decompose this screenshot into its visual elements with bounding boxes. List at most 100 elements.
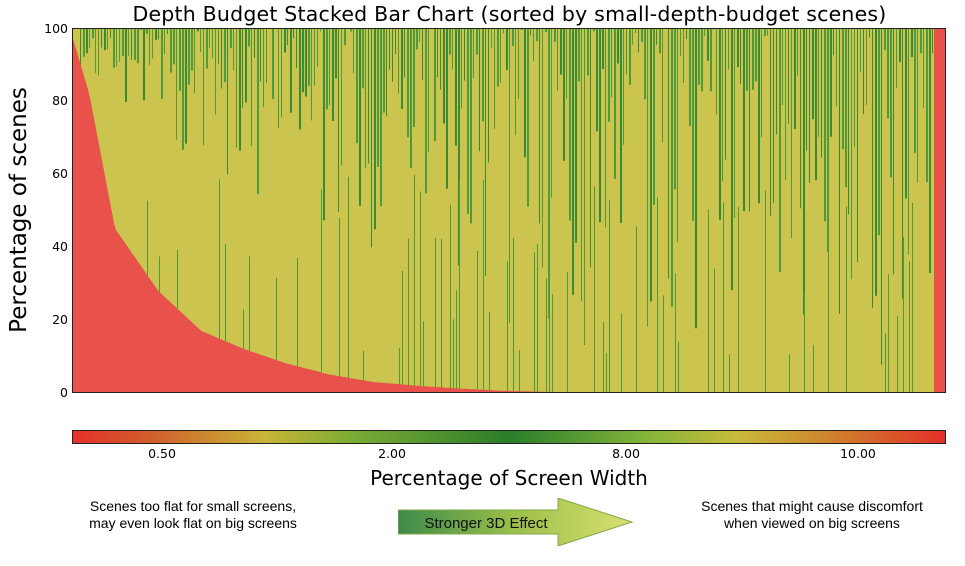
green-bar (434, 28, 436, 142)
green-bar (539, 28, 540, 224)
green-bar (902, 28, 903, 299)
green-bar (863, 28, 864, 115)
right-note-line: Scenes that might cause discomfort (701, 498, 923, 514)
green-bar (110, 28, 111, 38)
green-bar (629, 28, 631, 85)
green-bar (830, 28, 832, 137)
green-bar (674, 28, 676, 190)
green-bar (812, 28, 814, 120)
green-bar (276, 278, 277, 393)
green-bar (209, 28, 210, 49)
green-bar (572, 28, 574, 295)
green-bar (708, 209, 709, 393)
green-bar (602, 28, 604, 69)
green-bar (389, 28, 390, 70)
green-bar (605, 28, 606, 228)
green-bar (686, 28, 687, 40)
green-bar (929, 28, 931, 273)
green-bar (251, 28, 252, 146)
green-bar (128, 28, 129, 56)
green-bar (161, 28, 163, 99)
green-bar (158, 28, 159, 40)
green-bar (242, 28, 243, 108)
green-bar (456, 290, 457, 393)
green-bar (506, 28, 508, 71)
green-bar (308, 28, 310, 86)
green-bar (449, 28, 451, 55)
green-bar (191, 28, 193, 71)
green-bar (534, 252, 535, 393)
green-bar (881, 28, 882, 365)
green-bar (413, 28, 415, 127)
green-bar (225, 243, 226, 393)
green-bar (293, 28, 294, 39)
green-bar (671, 28, 673, 307)
green-bar (704, 28, 705, 36)
green-bar (371, 28, 372, 248)
green-bar (827, 28, 829, 252)
green-bar (338, 28, 339, 212)
green-bar (423, 321, 424, 393)
green-bar (552, 294, 553, 393)
green-bar (459, 178, 460, 393)
green-bar (341, 28, 342, 166)
green-bar (263, 28, 264, 108)
green-bar (678, 341, 679, 393)
green-bar (752, 28, 754, 90)
green-bar (872, 28, 873, 308)
green-bar (611, 28, 612, 98)
green-bar (887, 28, 889, 119)
green-bar (609, 200, 610, 393)
green-bar (896, 28, 897, 89)
green-bar (320, 28, 321, 32)
green-bar (737, 28, 739, 68)
green-bar (803, 28, 805, 315)
green-bar (146, 28, 148, 34)
green-bar (761, 28, 762, 138)
green-bar (719, 28, 721, 220)
green-bar (350, 28, 352, 32)
green-bar (789, 354, 790, 393)
green-bar (845, 28, 847, 188)
green-bar (339, 217, 340, 393)
green-bar (632, 28, 633, 45)
green-bar (107, 28, 108, 50)
green-bar (722, 28, 723, 182)
green-bar (839, 28, 840, 314)
green-bar (908, 28, 909, 255)
green-bar (644, 28, 646, 100)
y-tick-label: 0 (60, 385, 68, 400)
green-bar (758, 28, 760, 204)
green-bar (821, 28, 822, 158)
green-bar (594, 186, 595, 393)
green-bar (287, 28, 288, 45)
green-bar (912, 203, 913, 393)
green-bar (362, 28, 364, 89)
green-bar (311, 28, 312, 121)
green-bar (782, 28, 783, 105)
colorbar-label: Percentage of Screen Width (370, 466, 648, 490)
green-bar (239, 28, 241, 151)
green-bar-layer (80, 28, 933, 393)
green-bar (569, 28, 571, 221)
green-bar (833, 28, 834, 56)
green-bar (164, 28, 165, 55)
green-bar (530, 28, 531, 36)
green-bar (767, 28, 768, 36)
green-bar (359, 28, 361, 206)
green-bar (593, 28, 595, 32)
green-bar (710, 28, 712, 92)
green-bar (606, 353, 607, 393)
y-axis-label-text: Percentage of scenes (6, 87, 32, 333)
green-bar (245, 28, 247, 103)
green-bar (857, 28, 858, 262)
green-bar (92, 28, 94, 39)
green-bar (905, 28, 907, 199)
green-bar (749, 28, 750, 212)
green-bar (266, 28, 267, 84)
green-bar (479, 28, 480, 152)
colorbar-tick-label: 2.00 (378, 446, 406, 461)
green-bar (587, 28, 589, 76)
green-bar (200, 28, 201, 53)
green-bar (254, 28, 255, 58)
